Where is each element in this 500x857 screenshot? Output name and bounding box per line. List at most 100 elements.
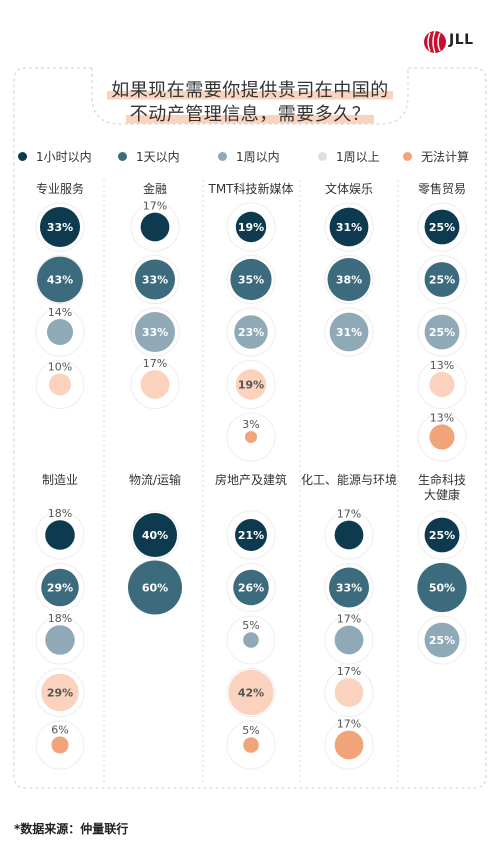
category-label: 生命科技大健康: [418, 472, 466, 502]
bubble: [233, 569, 269, 606]
bubble: [424, 262, 460, 297]
bubble-value-label: 42%: [238, 687, 264, 700]
bubble: [228, 669, 274, 716]
legend: 1小时以内 1天以内 1周以内 1周以上 无法计算: [18, 146, 492, 166]
legend-label: 无法计算: [421, 149, 470, 164]
bubble-value-label: 33%: [47, 221, 73, 234]
category-label: 化工、能源与环境: [301, 472, 397, 487]
category-label: 零售贸易: [418, 181, 466, 196]
brand-logo-text: JLL: [449, 32, 474, 48]
bubble-guide-ring: [417, 510, 467, 560]
bubble-value-label: 38%: [336, 274, 362, 287]
bubble-guide-ring: [35, 360, 85, 409]
bubble-guide-ring: [226, 202, 276, 252]
bubble-value-label: 33%: [142, 326, 168, 339]
bubble: [134, 259, 176, 300]
bubble: [234, 315, 268, 349]
bubble-value-label: 33%: [336, 582, 362, 595]
bubble: [243, 632, 259, 648]
bubble-value-label: 19%: [238, 221, 264, 234]
bubble-value-label: 10%: [48, 360, 72, 373]
bubble-guide-ring: [417, 255, 467, 304]
legend-swatch: [318, 151, 327, 161]
bubble: [429, 371, 455, 398]
legend-item: 无法计算: [403, 146, 469, 166]
bubble: [235, 211, 267, 243]
bubble-value-label: 31%: [336, 221, 362, 234]
bubble-guide-ring: [130, 307, 180, 357]
category-label: 金融: [143, 181, 167, 196]
category-label: 专业服务: [36, 181, 84, 196]
bubble-guide-ring: [35, 668, 85, 717]
bubble: [424, 209, 460, 245]
bubble: [132, 512, 178, 558]
bubble: [51, 736, 69, 754]
bubble-value-label: 25%: [429, 326, 455, 339]
bubble-guide-ring: [35, 615, 85, 665]
bubble-value-label: 18%: [48, 612, 72, 625]
bubble-guide-ring: [130, 255, 180, 304]
bubble-guide-ring: [417, 615, 467, 665]
bubble-guide-ring: [226, 510, 276, 560]
bubble-value-label: 17%: [337, 508, 361, 521]
bubble-guide-ring: [324, 668, 374, 717]
bubble: [235, 519, 267, 551]
bubble-guide-ring: [226, 615, 276, 665]
bubble-guide-ring: [417, 307, 467, 357]
bubble: [39, 206, 81, 248]
bubble-value-label: 33%: [142, 274, 168, 287]
bubble: [230, 258, 272, 301]
legend-swatch: [218, 151, 227, 161]
bubble: [424, 517, 460, 553]
bubble: [417, 562, 467, 613]
category-label: 物流/运输: [129, 472, 181, 487]
bubble-guide-ring: [226, 720, 276, 770]
bubble-value-label: 50%: [429, 582, 455, 595]
bubble-guide-ring: [324, 563, 374, 612]
bubble-value-label: 26%: [238, 582, 264, 595]
legend-item: 1周以上: [318, 146, 380, 166]
bubble-guide-ring: [417, 202, 467, 252]
bubble: [244, 430, 258, 444]
bubble: [37, 256, 83, 303]
legend-swatch: [118, 151, 127, 161]
bubble-guide-ring: [226, 255, 276, 304]
bubble: [134, 311, 176, 353]
bubble-guide-ring: [226, 563, 276, 612]
bubble-value-label: 25%: [429, 221, 455, 234]
bubble: [327, 258, 371, 301]
bubble-guide-ring: [324, 202, 374, 252]
bubble: [128, 560, 182, 615]
category-label: 房地产及建筑: [215, 472, 287, 487]
bubble-guide-ring: [226, 307, 276, 357]
bubble-value-label: 29%: [47, 687, 73, 700]
bubble-value-label: 19%: [238, 379, 264, 392]
bubble-value-label: 25%: [429, 634, 455, 647]
category-label: 制造业: [42, 473, 78, 487]
bubble-guide-ring: [35, 255, 85, 304]
bubble-value-label: 43%: [47, 274, 73, 287]
bubble-value-label: 25%: [429, 274, 455, 287]
legend-label: 1周以上: [336, 149, 380, 164]
legend-label: 1周以内: [236, 149, 280, 164]
bubble-guide-ring: [35, 510, 85, 560]
bubble-value-label: 60%: [142, 582, 168, 595]
bubble-value-label: 17%: [337, 665, 361, 678]
legend-label: 1天以内: [136, 149, 180, 164]
bubble-value-label: 17%: [143, 357, 167, 370]
chart-title-line2: 不动产管理信息，需要多久？: [0, 100, 500, 126]
bubble: [140, 212, 170, 242]
bubble: [334, 520, 364, 550]
bubble-value-label: 21%: [238, 529, 264, 542]
bubble-guide-ring: [417, 360, 467, 409]
bubble: [45, 625, 75, 655]
bubble-value-label: 18%: [48, 507, 72, 520]
bubble-value-label: 14%: [48, 306, 72, 319]
bubble: [235, 369, 267, 400]
bubble-guide-ring: [324, 255, 374, 304]
bubble-guide-ring: [35, 202, 85, 252]
bubble-value-label: 31%: [336, 326, 362, 339]
bubble-value-label: 35%: [238, 274, 264, 287]
bubble-value-label: 17%: [337, 613, 361, 626]
